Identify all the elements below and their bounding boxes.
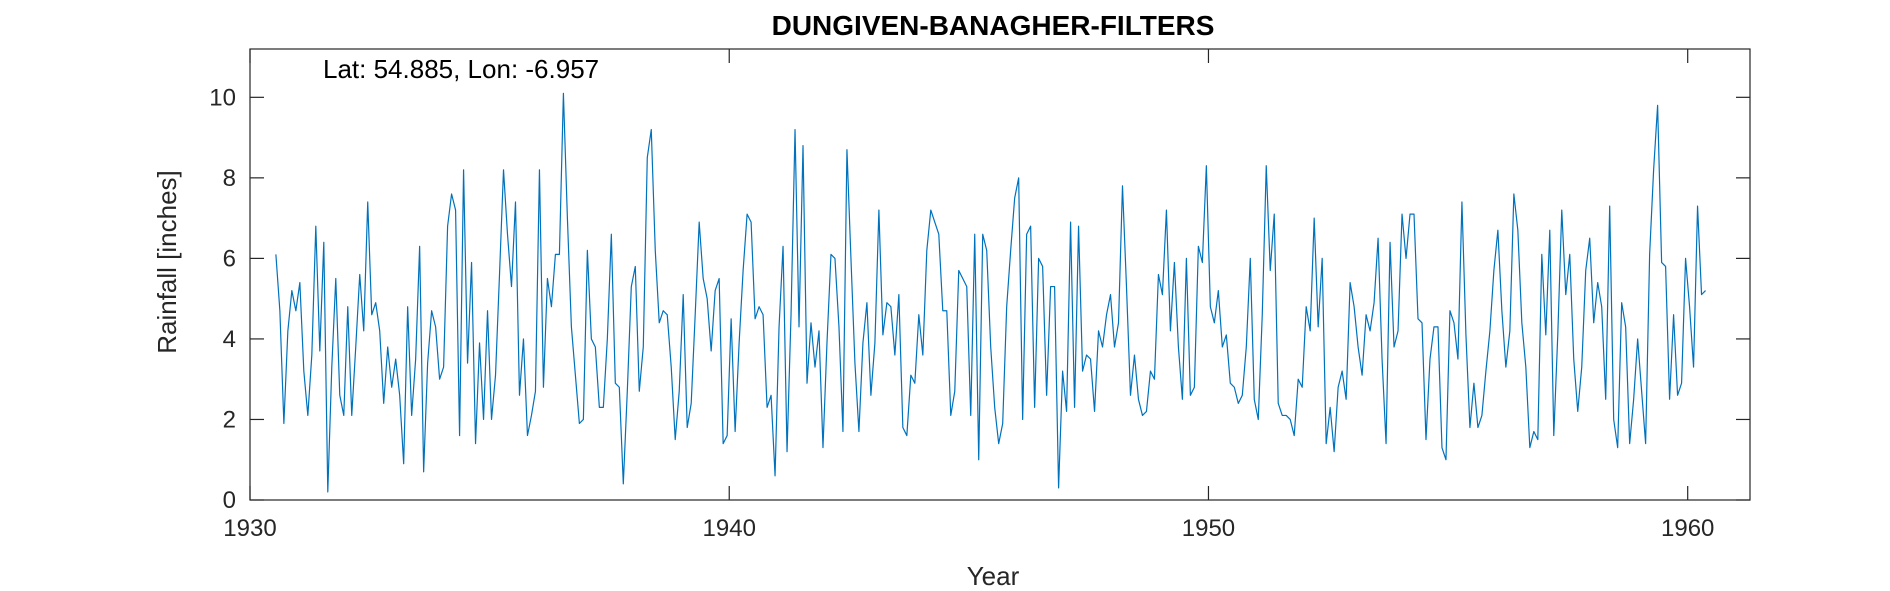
x-tick-label: 1930 bbox=[223, 515, 276, 542]
y-tick-label: 2 bbox=[223, 406, 236, 433]
y-axis-label: Rainfall [inches] bbox=[152, 170, 182, 354]
axis-ticks bbox=[249, 49, 1750, 501]
y-tick-label: 6 bbox=[223, 245, 236, 272]
y-tick-label: 10 bbox=[209, 84, 236, 111]
y-tick-label: 0 bbox=[223, 487, 236, 514]
x-tick-label: 1940 bbox=[703, 515, 756, 542]
rainfall-series-line bbox=[275, 92, 1706, 493]
x-tick-label: 1950 bbox=[1182, 515, 1235, 542]
chart-title: DUNGIVEN-BANAGHER-FILTERS bbox=[772, 10, 1215, 41]
y-tick-label: 8 bbox=[223, 165, 236, 192]
y-tick-label: 4 bbox=[223, 326, 236, 353]
lat-lon-annotation: Lat: 54.885, Lon: -6.957 bbox=[323, 54, 599, 84]
x-axis-label: Year bbox=[967, 561, 1020, 591]
plot-area-frame bbox=[249, 48, 1751, 501]
axis-tick-labels: 1930 1940 1950 1960 0 2 4 6 8 10 bbox=[209, 84, 1714, 542]
x-tick-label: 1960 bbox=[1661, 515, 1714, 542]
